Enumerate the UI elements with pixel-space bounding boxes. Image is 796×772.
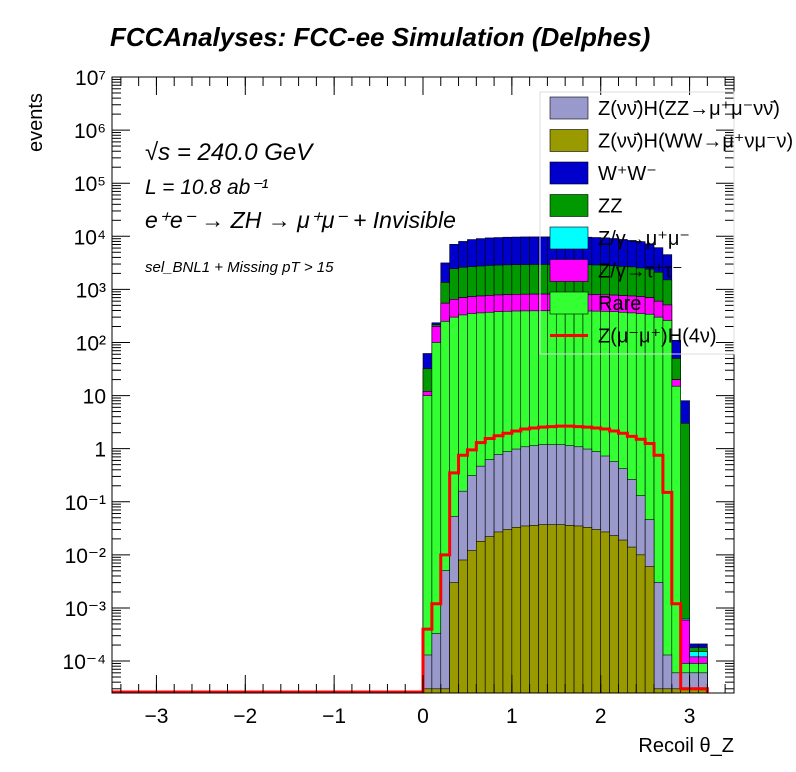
bar: [502, 529, 513, 694]
signal-histogram-line: [421, 424, 709, 693]
bar: [662, 654, 673, 694]
bar: [440, 688, 450, 694]
y-axis-ticks: 10⁻⁴ 10⁻³ 10⁻² 10⁻¹ 1 10 10² 10³ 10⁴ 10⁵ 10⁶ 10⁷: [63, 67, 734, 690]
y-tick-label: 10: [83, 386, 106, 409]
legend-item: Z(μ⁻μ⁺)H(4ν): [550, 326, 717, 348]
series-0-bars: [422, 524, 708, 694]
bar: [431, 688, 442, 694]
y-axis-label: events: [25, 93, 47, 152]
legend-swatch: [549, 161, 589, 185]
bar: [449, 582, 459, 694]
legend-box: [539, 91, 735, 355]
bar: [609, 535, 619, 694]
legend-label: Z/γ→τ⁺τ⁻: [598, 261, 683, 283]
y-tick-label: 10³: [76, 279, 106, 302]
bar: [529, 525, 539, 694]
legend: Z(νν̄)H(ZZ→μ⁺μ⁻νν̄) Z(νν̄)H(WW→μ⁺νμ⁻ν) W⁺W…: [539, 91, 793, 355]
selection-annotation: sel_BNL1 + Missing pT > 15: [145, 259, 334, 276]
bar: [653, 582, 664, 694]
x-tick-label: −2: [233, 705, 257, 728]
bar: [627, 546, 637, 694]
bar: [644, 566, 655, 694]
bar: [538, 524, 548, 694]
x-tick-label: −1: [322, 705, 346, 728]
x-axis-label: Recoil θ_Z: [638, 735, 734, 757]
y-tick-label: 10⁻⁴: [63, 651, 106, 674]
chart-title: FCCAnalyses: FCC-ee Simulation (Delphes): [110, 22, 650, 52]
legend-swatch: [549, 291, 589, 315]
legend-label: Z(μ⁻μ⁺)H(4ν): [598, 326, 717, 348]
bar: [618, 539, 628, 694]
legend-item: Z/γ→μ⁺μ⁻: [549, 226, 690, 250]
legend-item: Z(νν̄)H(WW→μ⁺νμ⁻ν): [549, 129, 793, 153]
legend-swatch: [549, 226, 589, 250]
bar: [653, 688, 664, 694]
bar: [600, 531, 610, 694]
legend-item: Rare: [549, 291, 641, 315]
bar: [555, 524, 566, 694]
x-tick-label: 0: [417, 705, 429, 728]
legend-item: ZZ: [549, 194, 622, 218]
y-tick-label: 1: [94, 439, 106, 462]
bar: [662, 688, 673, 694]
legend-label: W⁺W⁻: [598, 163, 657, 185]
y-tick-label: 10⁶: [74, 120, 106, 143]
x-tick-label: 1: [506, 705, 518, 728]
bar: [582, 527, 593, 694]
legend-swatch: [549, 194, 589, 217]
y-tick-label: 10⁵: [74, 173, 106, 196]
bar: [635, 554, 646, 694]
legend-label: Z(νν̄)H(WW→μ⁺νμ⁻ν): [598, 131, 793, 153]
x-axis-ticks: −3 −2 −1 0 1 2 3: [120, 77, 726, 728]
luminosity-annotation: L = 10.8 ab⁻¹: [145, 176, 268, 199]
legend-label: ZZ: [598, 196, 622, 218]
legend-item: Z/γ→τ⁺τ⁻: [549, 259, 683, 283]
y-tick-label: 10⁻³: [65, 598, 106, 621]
legend-item: Z(νν̄)H(ZZ→μ⁺μ⁻νν̄): [549, 96, 780, 120]
bar: [458, 559, 468, 694]
y-tick-label: 10⁻²: [65, 545, 106, 568]
bar: [547, 524, 557, 694]
legend-label: Z(νν̄)H(ZZ→μ⁺μ⁻νν̄): [598, 98, 780, 120]
y-tick-label: 10²: [76, 332, 106, 355]
bar: [484, 536, 495, 694]
legend-item: W⁺W⁻: [549, 161, 657, 185]
y-tick-label: 10⁴: [74, 226, 106, 249]
y-tick-label: 10⁷: [75, 67, 106, 90]
legend-swatch: [549, 259, 589, 282]
bar: [520, 525, 530, 694]
x-tick-label: 2: [595, 705, 607, 728]
bar: [493, 531, 504, 694]
x-tick-label: −3: [144, 705, 168, 728]
x-tick-label: 3: [684, 705, 696, 728]
legend-label: Z/γ→μ⁺μ⁻: [598, 228, 690, 250]
bar: [591, 529, 602, 694]
sqrt-s-annotation: √s = 240.0 GeV: [145, 139, 314, 166]
bar: [511, 527, 522, 694]
process-annotation: e⁺e⁻ → ZH → μ⁺μ⁻ + Invisible: [145, 207, 456, 233]
legend-swatch: [549, 129, 589, 152]
bar: [476, 540, 486, 694]
bar: [573, 525, 584, 694]
bar: [467, 550, 477, 694]
legend-label: Rare: [598, 293, 641, 315]
bar: [431, 633, 442, 694]
bar: [564, 525, 575, 694]
y-tick-label: 10⁻¹: [65, 492, 106, 515]
legend-swatch: [549, 96, 589, 120]
